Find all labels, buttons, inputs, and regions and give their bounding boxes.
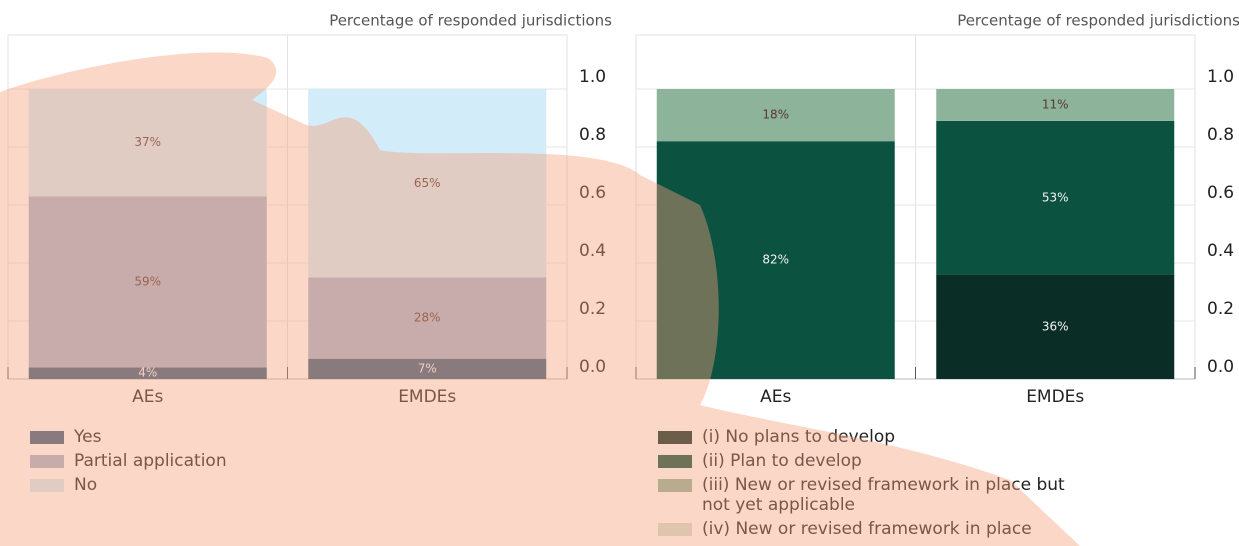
y-tick-label: 0.0 (579, 357, 606, 377)
legend-item: (iii) New or revised framework in place … (658, 475, 1078, 515)
legend-label: Partial application (74, 451, 444, 471)
legend-item: Partial application (30, 451, 450, 471)
page: {"chart_data": [ {"type": "bar", "stacke… (0, 0, 1239, 546)
x-tick-label: AEs (760, 387, 791, 407)
legend-swatch (30, 479, 64, 492)
y-tick-label: 0.4 (579, 241, 606, 261)
value-label: 59% (134, 274, 161, 288)
chart-title: Percentage of responded jurisdictions (329, 12, 612, 30)
legend-label: No (74, 475, 444, 495)
legend-item: (ii) Plan to develop (658, 451, 1078, 471)
value-label: 7% (418, 361, 437, 375)
y-tick-label: 0.6 (579, 183, 606, 203)
legend-label: (i) No plans to develop (702, 427, 1072, 447)
x-tick-label: EMDEs (1026, 387, 1084, 407)
y-tick-label: 0.0 (1207, 357, 1234, 377)
value-label: 53% (1042, 190, 1069, 204)
legend-item: (i) No plans to develop (658, 427, 1078, 447)
value-label: 37% (134, 135, 161, 149)
legend-label: (ii) Plan to develop (702, 451, 1072, 471)
value-label: 18% (762, 108, 789, 122)
legend-swatch (658, 479, 692, 492)
y-tick-label: 0.8 (1207, 125, 1234, 145)
x-tick-label: AEs (132, 387, 163, 407)
y-tick-label: 1.0 (579, 67, 606, 87)
chart-title: Percentage of responded jurisdictions (957, 12, 1239, 30)
value-label: 4% (138, 366, 157, 380)
legend-swatch (658, 455, 692, 468)
legend-item: Yes (30, 427, 450, 447)
legend-swatch (30, 455, 64, 468)
x-tick-label: EMDEs (398, 387, 456, 407)
legend-item: No (30, 475, 450, 495)
y-tick-label: 0.6 (1207, 183, 1234, 203)
value-label: 11% (1042, 97, 1069, 111)
y-tick-label: 0.4 (1207, 241, 1234, 261)
value-label: 82% (762, 253, 789, 267)
legend-swatch (30, 431, 64, 444)
legend: Yes Partial application No (30, 427, 450, 499)
y-tick-label: 0.8 (579, 125, 606, 145)
y-tick-label: 1.0 (1207, 67, 1234, 87)
legend-item: (iv) New or revised framework in place (658, 519, 1078, 539)
value-label: 65% (414, 176, 441, 190)
legend-label: Yes (74, 427, 444, 447)
y-tick-label: 0.2 (579, 299, 606, 319)
legend: (i) No plans to develop (ii) Plan to deve… (658, 427, 1078, 543)
legend-label: (iii) New or revised framework in place … (702, 475, 1072, 515)
legend-swatch (658, 431, 692, 444)
legend-label: (iv) New or revised framework in place (702, 519, 1072, 539)
y-tick-label: 0.2 (1207, 299, 1234, 319)
value-label: 36% (1042, 319, 1069, 333)
legend-swatch (658, 523, 692, 536)
value-label: 28% (414, 311, 441, 325)
